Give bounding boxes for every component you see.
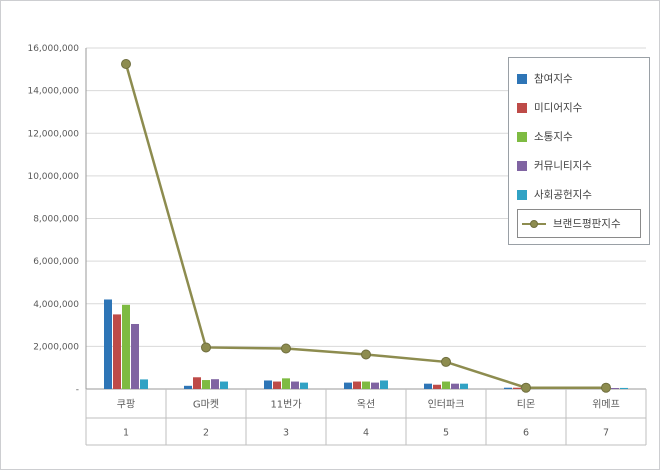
svg-text:-: - (76, 385, 79, 395)
legend-label: 브랜드평판지수 (553, 218, 621, 230)
svg-text:16,000,000: 16,000,000 (27, 44, 79, 54)
legend-line-marker-icon (522, 219, 546, 229)
gridlines (86, 47, 646, 347)
legend-swatch-icon (517, 131, 527, 142)
legend-label: 미디어지수 (534, 102, 583, 114)
line-marker-icon (121, 58, 131, 69)
svg-text:14,000,000: 14,000,000 (27, 87, 79, 97)
line-marker-icon (441, 356, 451, 367)
svg-text:옥션: 옥션 (357, 399, 375, 411)
svg-text:2,000,000: 2,000,000 (33, 342, 79, 352)
line-series-brand-reputation (121, 58, 611, 393)
svg-text:쿠팡: 쿠팡 (117, 399, 135, 411)
legend-label: 사회공헌지수 (534, 189, 592, 201)
x-axis-category-numbers: 1 2 3 4 5 6 7 (123, 428, 609, 439)
x-axis-category-labels: 쿠팡 G마켓 11번가 옥션 인터파크 티몬 위메프 (117, 398, 620, 411)
svg-text:10,000,000: 10,000,000 (27, 172, 79, 182)
bar-series-1 (113, 314, 601, 389)
legend-swatch-icon (517, 189, 527, 200)
svg-text:6: 6 (523, 428, 529, 439)
chart-legend: 참여지수 미디어지수 소통지수 커뮤니티지수 사회공헌지수 브랜드평판지수 (508, 57, 650, 245)
svg-text:G마켓: G마켓 (193, 399, 219, 411)
legend-item-community-index[interactable]: 커뮤니티지수 (517, 151, 641, 180)
legend-item-communication-index[interactable]: 소통지수 (517, 122, 641, 151)
legend-swatch-icon (517, 102, 527, 113)
svg-text:11번가: 11번가 (270, 399, 301, 411)
y-axis-tick-labels: - 2,000,000 4,000,000 6,000,000 8,000,000 10,… (27, 44, 79, 395)
bar-series (104, 299, 628, 389)
line-marker-icon (601, 382, 611, 393)
legend-item-participation-index[interactable]: 참여지수 (517, 64, 641, 93)
svg-text:2: 2 (203, 428, 209, 439)
legend-label: 커뮤니티지수 (534, 160, 592, 172)
svg-text:8,000,000: 8,000,000 (33, 215, 79, 225)
line-marker-icon (361, 349, 371, 360)
legend-label: 참여지수 (534, 73, 573, 85)
line-marker-icon (281, 343, 291, 354)
legend-swatch-icon (517, 73, 527, 84)
svg-text:7: 7 (603, 428, 609, 439)
legend-item-brand-reputation-index[interactable]: 브랜드평판지수 (517, 209, 641, 238)
svg-text:5: 5 (443, 428, 449, 439)
svg-text:1: 1 (123, 428, 129, 439)
svg-text:4,000,000: 4,000,000 (33, 300, 79, 310)
svg-text:위메프: 위메프 (592, 398, 620, 411)
line-marker-icon (201, 342, 211, 353)
svg-text:3: 3 (283, 428, 289, 439)
svg-text:12,000,000: 12,000,000 (27, 129, 79, 139)
legend-swatch-icon (517, 160, 527, 171)
legend-item-social-contribution-index[interactable]: 사회공헌지수 (517, 180, 641, 209)
bar-series-0 (104, 299, 592, 389)
legend-item-media-index[interactable]: 미디어지수 (517, 93, 641, 122)
bar-series-2 (122, 304, 610, 389)
svg-text:6,000,000: 6,000,000 (33, 257, 79, 267)
line-marker-icon (521, 382, 531, 393)
svg-text:4: 4 (363, 428, 369, 439)
legend-label: 소통지수 (534, 131, 573, 143)
svg-text:티몬: 티몬 (517, 399, 535, 411)
svg-text:인터파크: 인터파크 (428, 399, 465, 411)
